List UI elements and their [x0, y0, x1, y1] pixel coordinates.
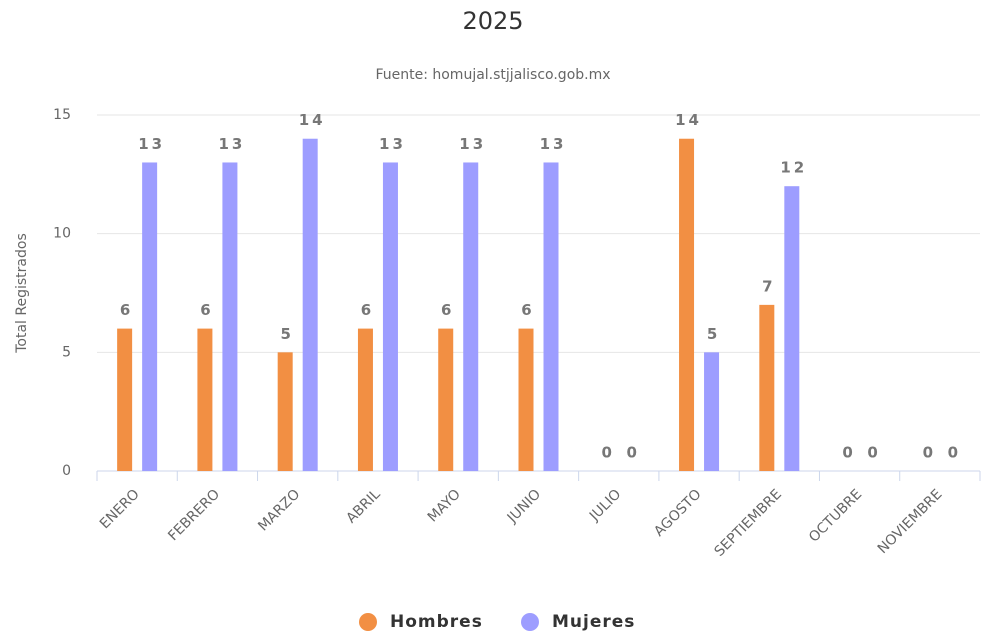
bar [357, 328, 373, 471]
chart-title: 2025 [462, 7, 523, 35]
legend-marker [521, 613, 539, 631]
data-label: 14 [675, 111, 702, 129]
data-label: 0 [842, 444, 855, 462]
x-tick-label: AGOSTO [651, 486, 705, 540]
bar [117, 328, 133, 471]
x-tick-label: ENERO [97, 486, 143, 532]
bar [784, 186, 800, 471]
data-label: 12 [780, 159, 807, 177]
y-tick-label: 15 [53, 107, 71, 123]
bar [302, 138, 318, 471]
data-label: 13 [459, 135, 486, 153]
data-label: 6 [120, 301, 133, 319]
data-label: 0 [923, 444, 936, 462]
data-label: 6 [441, 301, 454, 319]
x-tick-label: SEPTIEMBRE [711, 486, 785, 560]
data-label: 6 [521, 301, 534, 319]
data-label: 13 [379, 135, 406, 153]
bar [543, 162, 559, 471]
data-label: 5 [707, 325, 720, 343]
bar [704, 352, 720, 471]
chart-subtitle: Fuente: homujal.stjjalisco.gob.mx [375, 67, 610, 83]
legend-marker [359, 613, 377, 631]
data-label: 0 [602, 444, 615, 462]
data-label: 6 [361, 301, 374, 319]
data-label: 13 [138, 135, 165, 153]
y-tick-label: 5 [62, 344, 71, 360]
x-tick-label: JULIO [586, 486, 624, 524]
data-label: 0 [948, 444, 961, 462]
x-tick-label: NOVIEMBRE [875, 486, 946, 557]
x-tick-label: ABRIL [343, 486, 383, 526]
data-label: 6 [200, 301, 213, 319]
bar [463, 162, 479, 471]
legend-label: Hombres [390, 612, 483, 632]
x-tick-label: JUNIO [504, 486, 544, 526]
data-label: 0 [867, 444, 880, 462]
x-tick-label: OCTUBRE [806, 486, 865, 545]
bar [142, 162, 158, 471]
y-axis-label: Total Registrados [14, 233, 30, 354]
legend-label: Mujeres [552, 612, 635, 632]
data-label: 13 [540, 135, 567, 153]
bar [222, 162, 238, 471]
data-label: 0 [627, 444, 640, 462]
data-label: 5 [280, 325, 293, 343]
x-tick-label: MAYO [425, 486, 464, 525]
bar [759, 304, 775, 471]
bar [277, 352, 293, 471]
x-tick-label: MARZO [255, 486, 303, 534]
data-label: 7 [762, 277, 775, 295]
data-label: 13 [218, 135, 245, 153]
bar [438, 328, 454, 471]
bar [679, 138, 695, 471]
x-tick-label: FEBRERO [165, 486, 223, 544]
bar [382, 162, 398, 471]
data-label: 14 [299, 111, 326, 129]
bar [197, 328, 213, 471]
y-tick-label: 0 [62, 463, 71, 479]
y-tick-label: 10 [53, 226, 71, 242]
bar [518, 328, 534, 471]
